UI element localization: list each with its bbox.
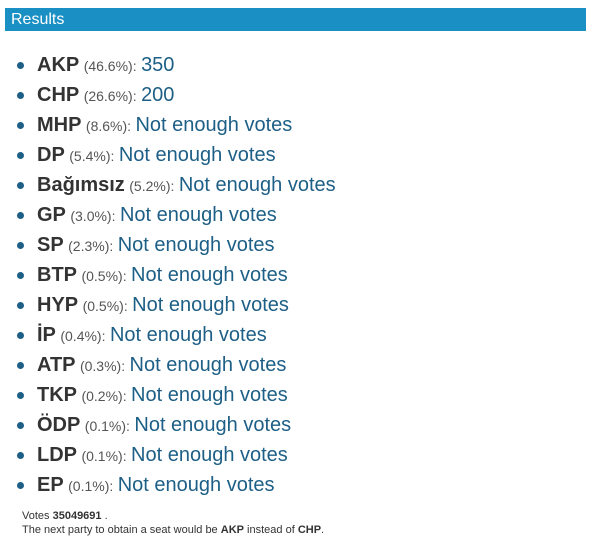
result-item: İP (0.4%): Not enough votes — [0, 320, 336, 350]
result-item: Bağımsız (5.2%): Not enough votes — [0, 170, 336, 200]
vote-share: (0.4%): — [60, 328, 106, 344]
seat-outcome: 350 — [141, 54, 175, 76]
seat-outcome: Not enough votes — [109, 324, 267, 346]
seat-outcome: Not enough votes — [178, 174, 336, 196]
results-list: AKP (46.6%): 350 CHP (26.6%): 200 MHP (8.6… — [0, 50, 336, 500]
result-item: AKP (46.6%): 350 — [0, 50, 336, 80]
seat-outcome: Not enough votes — [132, 294, 289, 316]
vote-share: (26.6%): — [83, 88, 137, 104]
vote-share: (8.6%): — [85, 118, 132, 134]
party-name: MHP — [37, 114, 82, 136]
seat-outcome: Not enough votes — [119, 204, 277, 226]
result-item: BTP (0.5%): Not enough votes — [0, 260, 336, 290]
result-item: MHP (8.6%): Not enough votes — [0, 110, 336, 140]
party-name: İP — [37, 324, 56, 346]
vote-share: (46.6%): — [83, 58, 137, 74]
end-text: . — [321, 524, 325, 536]
seat-outcome: Not enough votes — [129, 354, 287, 376]
result-item: SP (2.3%): Not enough votes — [0, 230, 336, 260]
party-name: TKP — [37, 384, 77, 406]
party-name: HYP — [37, 294, 79, 316]
result-item: LDP (0.1%): Not enough votes — [0, 440, 336, 470]
party-name: Bağımsız — [37, 174, 125, 196]
votes-label: Votes — [22, 510, 50, 522]
party-name: CHP — [37, 84, 80, 106]
next-seat-line: The next party to obtain a seat would be… — [22, 523, 324, 537]
seat-outcome: Not enough votes — [118, 144, 276, 166]
vote-share: (0.3%): — [79, 358, 126, 374]
vote-share: (0.1%): — [68, 478, 114, 494]
vote-share: (0.5%): — [81, 268, 127, 284]
result-item: ATP (0.3%): Not enough votes — [0, 350, 336, 380]
result-item: ÖDP (0.1%): Not enough votes — [0, 410, 336, 440]
party-name: BTP — [37, 264, 77, 286]
party-name: EP — [37, 474, 64, 496]
footer: Votes 35049691 . The next party to obtai… — [22, 509, 324, 537]
party-name: LDP — [37, 444, 77, 466]
instead-text: instead of — [247, 524, 295, 536]
vote-share: (5.4%): — [69, 148, 115, 164]
party-name: ÖDP — [37, 414, 81, 436]
votes-end: . — [104, 510, 108, 522]
replaced-party: CHP — [297, 524, 322, 536]
vote-share: (0.2%): — [81, 388, 127, 404]
vote-share: (3.0%): — [70, 208, 116, 224]
seat-outcome: Not enough votes — [131, 264, 288, 286]
seat-outcome: Not enough votes — [131, 444, 288, 466]
seat-outcome: Not enough votes — [131, 384, 288, 406]
vote-share: (5.2%): — [129, 178, 175, 194]
next-text: The next party to obtain a seat would be — [22, 524, 218, 536]
result-item: DP (5.4%): Not enough votes — [0, 140, 336, 170]
votes-line: Votes 35049691 . — [22, 509, 324, 523]
result-item: EP (0.1%): Not enough votes — [0, 470, 336, 500]
result-item: TKP (0.2%): Not enough votes — [0, 380, 336, 410]
vote-share: (0.1%): — [81, 448, 127, 464]
votes-total: 35049691 — [52, 510, 102, 522]
seat-outcome: 200 — [141, 84, 175, 106]
seat-outcome: Not enough votes — [134, 414, 292, 436]
party-name: GP — [37, 204, 66, 226]
seat-outcome: Not enough votes — [135, 114, 293, 136]
vote-share: (0.5%): — [82, 298, 128, 314]
header-title: Results — [5, 8, 586, 31]
seat-outcome: Not enough votes — [117, 234, 275, 256]
result-item: HYP (0.5%): Not enough votes — [0, 290, 336, 320]
vote-share: (0.1%): — [84, 418, 130, 434]
seat-outcome: Not enough votes — [117, 474, 275, 496]
party-name: DP — [37, 144, 65, 166]
next-party: AKP — [220, 524, 244, 536]
result-item: CHP (26.6%): 200 — [0, 80, 336, 110]
result-item: GP (3.0%): Not enough votes — [0, 200, 336, 230]
vote-share: (2.3%): — [68, 238, 114, 254]
party-name: AKP — [37, 54, 80, 76]
party-name: ATP — [37, 354, 76, 376]
party-name: SP — [37, 234, 64, 256]
